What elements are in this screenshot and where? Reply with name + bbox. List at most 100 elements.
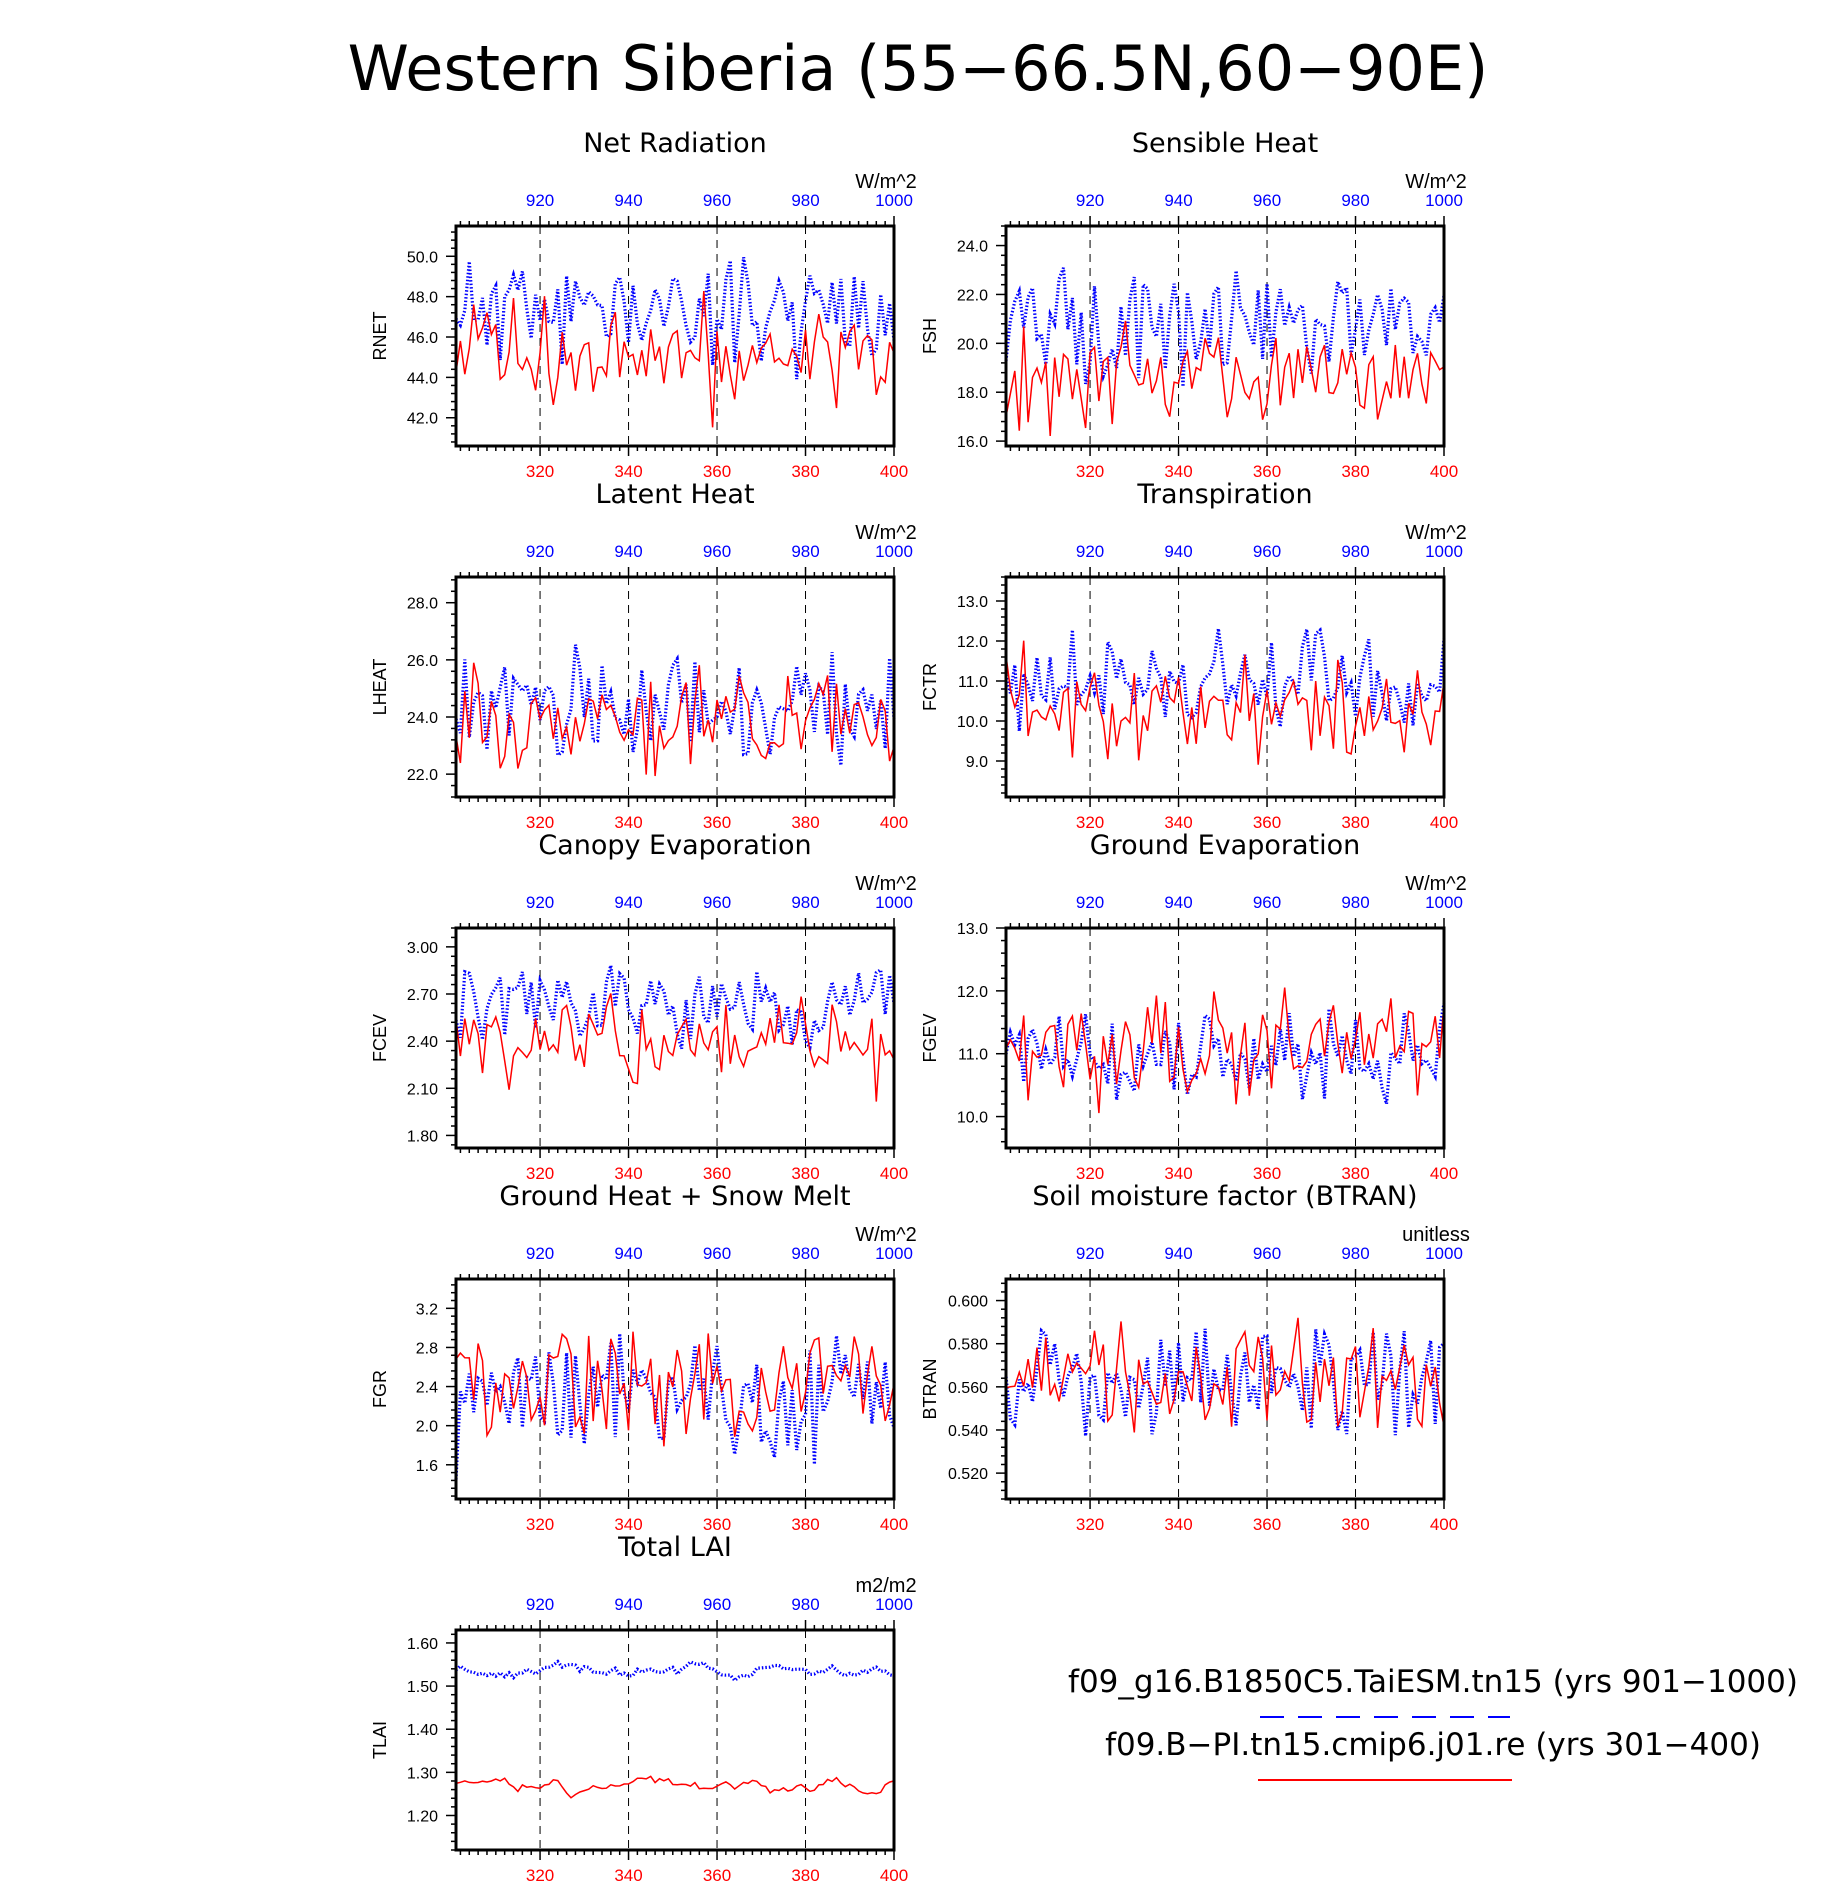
series-line-case2	[455, 1331, 895, 1447]
panel-rnet: Net Radiation W/m^2 RNET 320 340 360 380 400 920…	[370, 128, 917, 481]
panel-title: Latent Heat	[595, 479, 754, 510]
y-tick-label: 11.0	[958, 1047, 988, 1064]
x-tick-label-top: 920	[1076, 542, 1104, 561]
y-tick-label: 2.4	[416, 1380, 438, 1397]
y-tick-label: 3.00	[407, 940, 438, 957]
x-tick-label-bottom: 380	[791, 813, 819, 832]
series-line-case1	[1004, 1327, 1446, 1437]
series-line-case2	[1005, 987, 1445, 1114]
series-line-case2	[455, 993, 895, 1102]
y-tick-label: 13.0	[957, 594, 988, 611]
y-tick-label: 2.8	[416, 1340, 438, 1357]
y-tick-label: 0.580	[948, 1337, 988, 1354]
y-tick-label: 0.600	[948, 1294, 988, 1311]
x-tick-label-top: 980	[791, 893, 819, 912]
x-tick-label-top: 980	[791, 542, 819, 561]
y-tick-label: 22.0	[957, 287, 988, 304]
y-tick-label: 1.6	[416, 1458, 438, 1475]
x-tick-label-bottom: 340	[1164, 1515, 1192, 1534]
x-tick-label-top: 960	[703, 1595, 731, 1614]
panel-title: Sensible Heat	[1132, 128, 1318, 159]
x-tick-label-bottom: 320	[1076, 1515, 1104, 1534]
x-tick-label-top: 980	[1341, 191, 1369, 210]
x-tick-label-top: 940	[614, 1244, 642, 1263]
x-tick-label-top: 980	[1341, 1244, 1369, 1263]
plot-frame	[454, 575, 896, 799]
series-line-case1	[1004, 627, 1446, 732]
figure-title: Western Siberia (55−66.5N,60−90E)	[348, 32, 1489, 105]
panel-title: Soil moisture factor (BTRAN)	[1032, 1181, 1417, 1212]
x-tick-label-bottom: 340	[614, 1515, 642, 1534]
legend: f09_g16.B1850C5.TaiESM.tn15 (yrs 901−100…	[1068, 1664, 1798, 1781]
x-tick-label-bottom: 340	[614, 813, 642, 832]
x-tick-label-top: 980	[1341, 542, 1369, 561]
units-label: W/m^2	[1405, 873, 1467, 895]
series-line-case2	[455, 1775, 895, 1799]
x-tick-label-bottom: 360	[703, 813, 731, 832]
x-tick-label-top: 920	[526, 1244, 554, 1263]
panel-btran: Soil moisture factor (BTRAN) unitless BTRA…	[920, 1181, 1470, 1534]
x-tick-label-bottom: 340	[614, 1866, 642, 1884]
y-axis-label: FSH	[920, 318, 940, 354]
y-tick-label: 11.0	[958, 674, 988, 691]
units-label: m2/m2	[855, 1575, 916, 1597]
x-tick-label-top: 920	[526, 542, 554, 561]
plot-frame	[1004, 926, 1446, 1150]
plot-frame	[454, 926, 896, 1150]
x-tick-label-bottom: 380	[791, 1866, 819, 1884]
panel-fsh: Sensible Heat W/m^2 FSH 320 340 360 380 400 920 9…	[920, 128, 1467, 481]
x-tick-label-top: 940	[1164, 1244, 1192, 1263]
x-tick-label-top: 920	[526, 191, 554, 210]
plot-frame	[454, 224, 896, 448]
y-tick-label: 13.0	[957, 921, 988, 938]
y-tick-label: 48.0	[407, 290, 438, 307]
x-tick-label-bottom: 340	[614, 1164, 642, 1183]
y-tick-label: 24.0	[407, 710, 438, 727]
x-tick-label-bottom: 380	[791, 1515, 819, 1534]
x-tick-label-top: 920	[526, 893, 554, 912]
x-tick-label-top: 960	[1253, 542, 1281, 561]
x-tick-label-top: 960	[703, 1244, 731, 1263]
y-tick-label: 2.0	[416, 1419, 438, 1436]
x-tick-label-top: 940	[614, 893, 642, 912]
y-tick-label: 24.0	[957, 239, 988, 256]
y-tick-label: 1.30	[407, 1765, 438, 1782]
series-line-case2	[455, 291, 895, 428]
units-label: W/m^2	[855, 1224, 917, 1246]
x-tick-label-bottom: 400	[880, 1164, 908, 1183]
series-line-case2	[455, 662, 895, 777]
x-tick-label-top: 920	[1076, 191, 1104, 210]
x-tick-label-top: 920	[1076, 1244, 1104, 1263]
x-tick-label-bottom: 360	[1253, 1164, 1281, 1183]
x-tick-label-top: 960	[703, 191, 731, 210]
panel-title: Ground Evaporation	[1090, 830, 1361, 861]
y-tick-label: 12.0	[957, 634, 988, 651]
x-tick-label-top: 940	[1164, 191, 1192, 210]
x-tick-label-top: 1000	[875, 542, 913, 561]
y-axis-label: BTRAN	[920, 1358, 940, 1419]
series-line-case1	[1004, 267, 1446, 387]
x-tick-label-bottom: 340	[1164, 1164, 1192, 1183]
x-tick-label-bottom: 340	[1164, 813, 1192, 832]
x-tick-label-top: 1000	[875, 1244, 913, 1263]
y-tick-label: 1.40	[407, 1722, 438, 1739]
plot-frame	[454, 1628, 896, 1852]
y-tick-label: 22.0	[407, 767, 438, 784]
x-tick-label-bottom: 360	[703, 1164, 731, 1183]
x-tick-label-bottom: 320	[1076, 1164, 1104, 1183]
panel-fcev: Canopy Evaporation W/m^2 FCEV 320 340 360 380 4…	[370, 830, 917, 1183]
series-line-case2	[1005, 320, 1445, 437]
units-label: W/m^2	[855, 171, 917, 193]
x-tick-label-top: 960	[703, 893, 731, 912]
x-tick-label-bottom: 400	[880, 813, 908, 832]
y-tick-label: 20.0	[957, 336, 988, 353]
units-label: W/m^2	[855, 522, 917, 544]
series-line-case1	[454, 644, 896, 766]
y-tick-label: 18.0	[957, 385, 988, 402]
x-tick-label-top: 920	[1076, 893, 1104, 912]
x-tick-label-bottom: 320	[526, 1866, 554, 1884]
y-axis-label: RNET	[370, 311, 390, 360]
y-axis-label: FGR	[370, 1370, 390, 1408]
panels: Net Radiation W/m^2 RNET 320 340 360 380 400 920…	[370, 128, 1470, 1884]
